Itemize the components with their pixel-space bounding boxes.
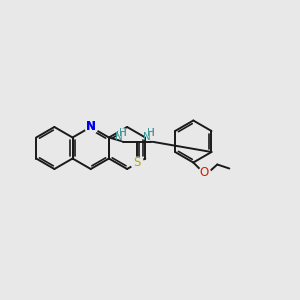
- Text: O: O: [200, 166, 209, 179]
- Text: S: S: [133, 156, 141, 169]
- Text: N: N: [86, 121, 96, 134]
- Text: H: H: [119, 128, 127, 139]
- Text: H: H: [147, 128, 155, 139]
- Text: N: N: [86, 121, 96, 134]
- Text: H: H: [119, 128, 127, 139]
- Text: N: N: [143, 133, 151, 142]
- Text: N: N: [115, 133, 123, 142]
- Text: H: H: [147, 128, 155, 139]
